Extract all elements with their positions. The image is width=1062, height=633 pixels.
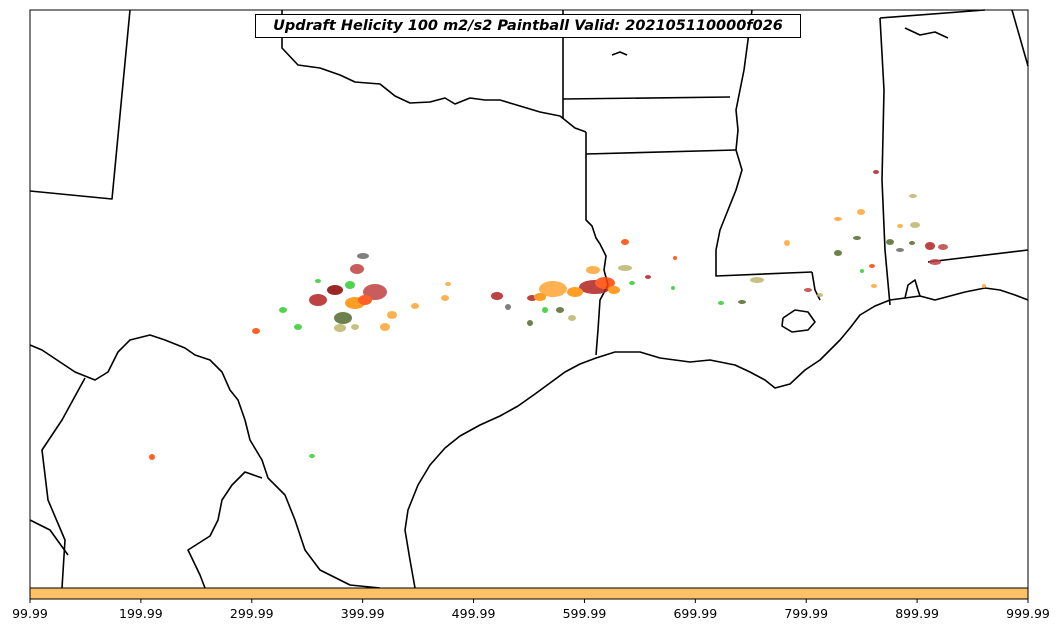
- paintball-cell: [909, 241, 915, 245]
- paintball-cell: [871, 284, 877, 288]
- paintball-cell: [539, 281, 567, 297]
- paintball-cell: [441, 295, 449, 301]
- mexico-state-border-2: [29, 519, 69, 556]
- paintball-cell: [718, 301, 724, 305]
- paintball-cell: [149, 454, 155, 460]
- paintball-cell: [595, 277, 615, 289]
- paintball-cell: [834, 250, 842, 256]
- paintball-cell: [629, 281, 635, 285]
- paintball-cell: [738, 300, 746, 304]
- tennessee-river: [904, 27, 949, 39]
- paintball-cell: [750, 277, 764, 283]
- paintball-cell: [527, 320, 533, 326]
- paintball-cell: [252, 328, 260, 334]
- paintball-cell: [817, 293, 823, 297]
- paintball-cell: [645, 275, 651, 279]
- paintball-cell: [618, 265, 632, 271]
- ms-al-border: [879, 17, 891, 306]
- paintball-cells: [149, 170, 986, 460]
- paintball-cell: [621, 239, 629, 245]
- small-lake: [611, 51, 628, 56]
- paintball-cell: [358, 295, 372, 305]
- paintball-cell: [567, 287, 583, 297]
- paintball-cell: [491, 292, 503, 300]
- paintball-cell: [896, 248, 904, 252]
- al-fl-border: [927, 249, 1029, 263]
- paintball-cell: [938, 244, 948, 250]
- paintball-cell: [910, 222, 920, 228]
- paintball-cell: [925, 242, 935, 250]
- paintball-cell: [350, 264, 364, 274]
- paintball-cell: [897, 224, 903, 228]
- colorbar-tick-label: 399.99: [340, 606, 385, 621]
- colorbar-tick-label: 699.99: [673, 606, 718, 621]
- pearl-river-border: [811, 271, 821, 301]
- paintball-cell: [853, 236, 861, 240]
- paintball-cell: [351, 324, 359, 330]
- paintball-cell: [315, 279, 321, 283]
- colorbar-tick-label: 499.99: [451, 606, 496, 621]
- paintball-cell: [857, 209, 865, 215]
- colorbar-tick-label: 799.99: [784, 606, 829, 621]
- paintball-cell: [586, 266, 600, 274]
- political-boundaries: [29, 9, 1029, 589]
- paintball-cell: [334, 324, 346, 332]
- map-title: Updraft Helicity 100 m2/s2 Paintball Val…: [255, 14, 801, 38]
- colorbar-tick-label: 99.99: [12, 606, 48, 621]
- paintball-cell: [542, 307, 548, 313]
- paintball-cell: [294, 324, 302, 330]
- mobile-bay: [904, 279, 921, 299]
- paintball-cell: [279, 307, 287, 313]
- paintball-cell: [411, 303, 419, 309]
- paintball-cell: [387, 311, 397, 319]
- paintball-cell: [886, 239, 894, 245]
- mexico-state-border-3: [187, 471, 263, 589]
- paintball-cell: [334, 312, 352, 324]
- paintball-cell: [909, 194, 917, 198]
- paintball-cell: [834, 217, 842, 221]
- colorbar-tick-label: 899.99: [895, 606, 939, 621]
- paintball-cell: [929, 259, 941, 265]
- colorbar: [29, 587, 1029, 600]
- paintball-cell: [345, 281, 355, 289]
- ar-la-border: [585, 149, 737, 155]
- mo-ar-border: [562, 96, 731, 100]
- lake-pontchartrain: [781, 309, 816, 333]
- tn-border: [879, 9, 986, 19]
- paintball-cell: [327, 285, 343, 295]
- sabine-river-border: [585, 132, 609, 356]
- paintball-cell: [309, 454, 315, 458]
- paintball-cell: [534, 293, 546, 301]
- mississippi-river-border: [715, 9, 813, 277]
- colorbar-tick-label: 599.99: [562, 606, 607, 621]
- paintball-cell: [673, 256, 677, 260]
- paintball-cell: [804, 288, 812, 292]
- colorbar-tick-label: 299.99: [229, 606, 274, 621]
- paintball-cell: [860, 269, 864, 273]
- mexico-state-border-1: [41, 377, 86, 589]
- paintball-cell: [357, 253, 369, 259]
- paintball-cell: [982, 284, 986, 288]
- colorbar-tick-label: 199.99: [119, 606, 163, 621]
- state-border-nm-co: [29, 9, 131, 200]
- colorbar-tick-label: 999.99: [1006, 606, 1050, 621]
- paintball-cell: [445, 282, 451, 286]
- ga-border: [1011, 9, 1029, 67]
- rio-grande-border: [29, 334, 381, 589]
- paintball-cell: [568, 315, 576, 321]
- colorbar-tick-marks: [29, 599, 1029, 603]
- paintball-cell: [309, 294, 327, 306]
- red-river-border: [281, 10, 587, 133]
- paintball-cell: [556, 307, 564, 313]
- paintball-cell: [869, 264, 875, 268]
- paintball-cell: [608, 286, 620, 294]
- paintball-cell: [784, 240, 790, 246]
- paintball-cell: [671, 286, 675, 290]
- paintball-cell: [873, 170, 879, 174]
- paintball-cell: [380, 323, 390, 331]
- paintball-cell: [505, 304, 511, 310]
